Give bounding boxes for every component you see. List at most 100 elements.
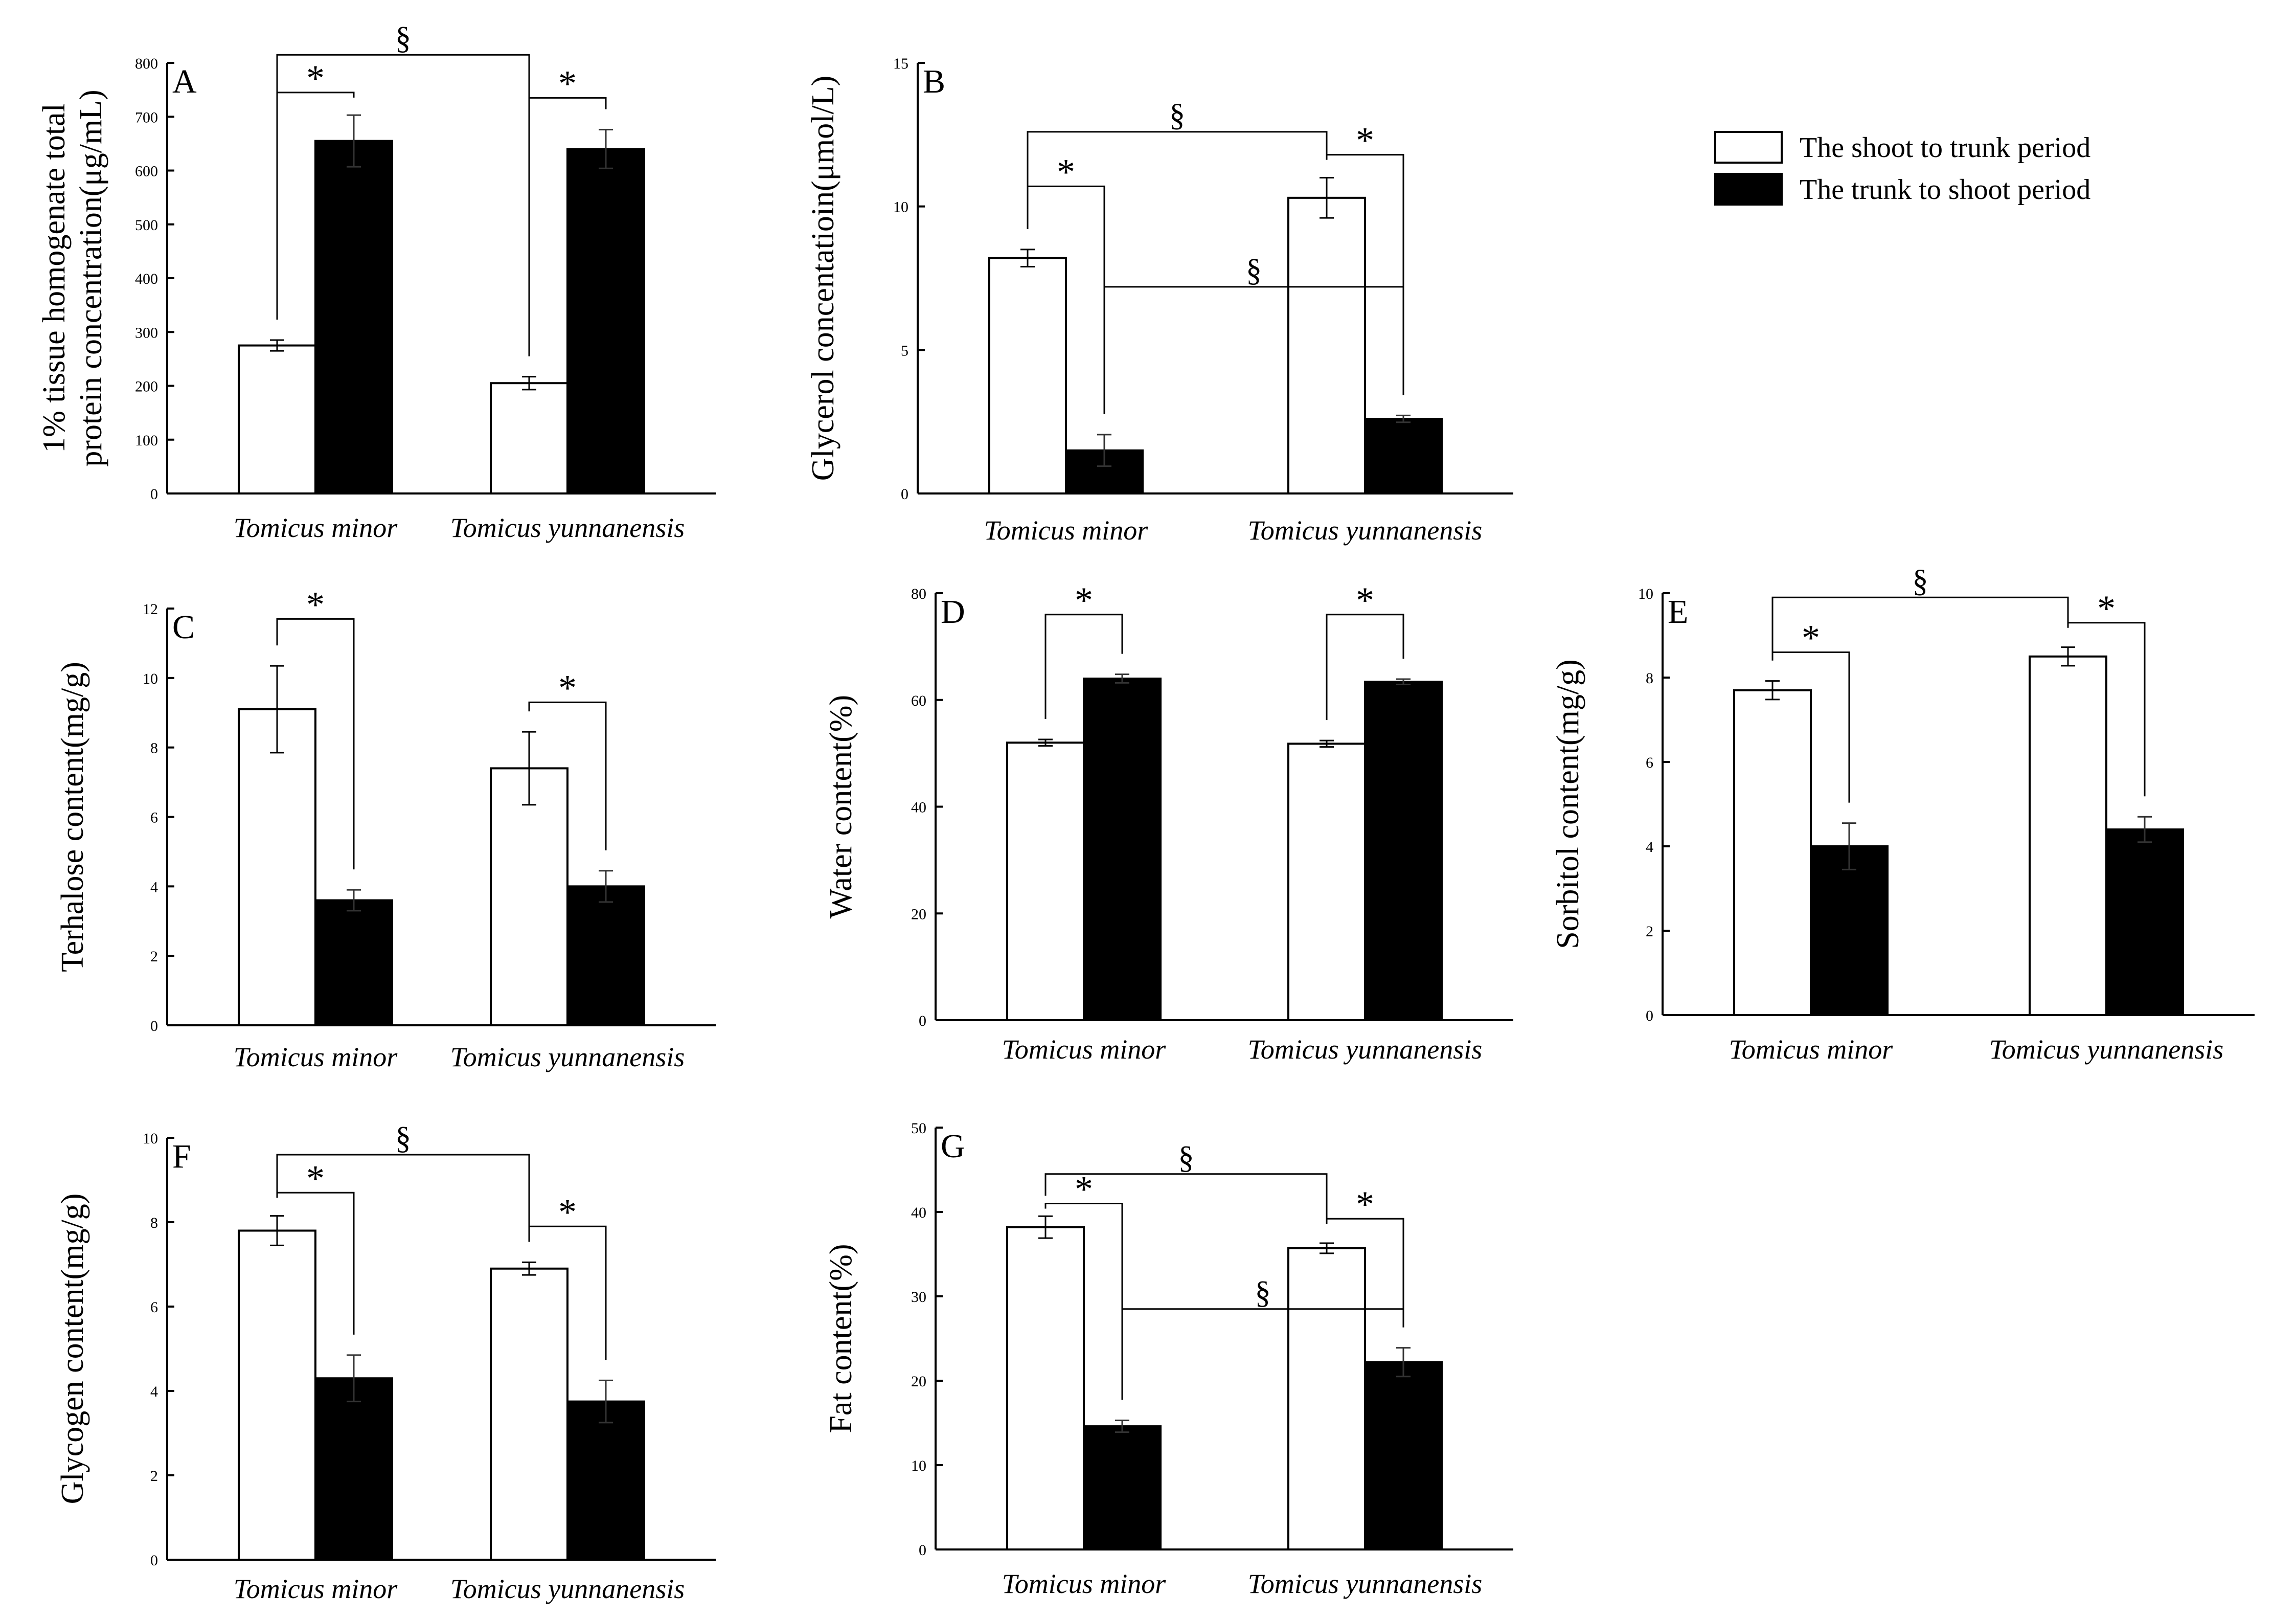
y-tick-label-f: 6 <box>150 1299 158 1316</box>
legend-swatch-shoot-to-trunk <box>1714 131 1783 164</box>
y-axis-title-c: Terhalose content(mg/g) <box>55 662 90 972</box>
y-tick-label-a: 700 <box>135 109 158 126</box>
significance-star-a: * <box>558 63 577 104</box>
bar-g-shoot-to-trunk <box>1287 1247 1366 1550</box>
panel-f: 0 2 4 6 8 10 F Glycogen content(mg/g) Tomicus mi… <box>55 1121 716 1604</box>
panel-e: 0 2 4 6 8 10 E Sorbitol content(mg/g) Tomicus mi… <box>1551 564 2255 1065</box>
category-label-b: Tomicus minor <box>984 515 1149 546</box>
significance-star-c: * <box>558 667 577 708</box>
y-tick-label-a: 600 <box>135 163 158 180</box>
panel-letter-a: A <box>172 63 197 100</box>
panel-b: 0 5 10 15 B Glycerol concentatioin(μmol/L) Tom… <box>806 55 1513 546</box>
y-tick-label-c: 12 <box>143 601 158 618</box>
bar-d-trunk-to-shoot <box>1083 678 1162 1021</box>
bar-d-shoot-to-trunk <box>1287 743 1366 1021</box>
bar-a-trunk-to-shoot <box>314 140 393 495</box>
y-tick-label-g: 20 <box>911 1373 926 1390</box>
significance-star-g: * <box>1356 1184 1374 1225</box>
y-tick-label-e: 2 <box>1646 923 1653 940</box>
bar-d-shoot-to-trunk <box>1006 741 1085 1021</box>
significance-bracket-g <box>1121 1308 1404 1400</box>
category-label-e: Tomicus yunnanensis <box>1989 1034 2224 1065</box>
y-tick-label-g: 0 <box>919 1542 926 1559</box>
panel-letter-b: B <box>923 63 945 100</box>
y-tick-label-d: 0 <box>919 1013 926 1029</box>
significance-star-e: * <box>2097 588 2116 629</box>
significance-bracket-e <box>1771 596 2069 661</box>
category-label-c: Tomicus yunnanensis <box>450 1042 685 1072</box>
significance-star-d: * <box>1356 580 1374 621</box>
significance-section-b: § <box>1169 98 1185 133</box>
y-tick-label-e: 0 <box>1646 1007 1653 1024</box>
significance-section-g: § <box>1255 1275 1271 1310</box>
y-tick-label-c: 8 <box>150 740 158 757</box>
bar-d-trunk-to-shoot <box>1364 681 1443 1021</box>
bar-b-shoot-to-trunk <box>1287 196 1366 495</box>
significance-section-b: § <box>1246 253 1262 288</box>
y-tick-label-f: 8 <box>150 1215 158 1231</box>
significance-section-f: § <box>395 1121 411 1156</box>
y-tick-label-b: 5 <box>901 342 908 359</box>
y-tick-label-f: 4 <box>150 1383 158 1400</box>
bar-c-trunk-to-shoot <box>566 885 645 1027</box>
bar-g-trunk-to-shoot <box>1364 1361 1443 1550</box>
y-tick-label-d: 20 <box>911 906 926 923</box>
panel-letter-e: E <box>1668 593 1688 631</box>
significance-star-d: * <box>1075 580 1093 621</box>
legend-label-shoot-to-trunk: The shoot to trunk period <box>1800 132 2090 164</box>
bar-g-trunk-to-shoot <box>1083 1425 1162 1551</box>
significance-bracket-f <box>276 1154 530 1242</box>
category-label-c: Tomicus minor <box>234 1042 398 1072</box>
panel-letter-f: F <box>172 1138 191 1175</box>
y-tick-label-d: 80 <box>911 586 926 602</box>
significance-bracket-b <box>1326 154 1404 395</box>
category-label-a: Tomicus yunnanensis <box>450 512 685 543</box>
category-label-d: Tomicus minor <box>1002 1034 1167 1065</box>
y-tick-label-c: 4 <box>150 879 158 895</box>
y-tick-label-e: 8 <box>1646 670 1653 687</box>
panel-letter-d: D <box>941 593 965 631</box>
y-tick-label-f: 0 <box>150 1552 158 1569</box>
category-label-f: Tomicus yunnanensis <box>450 1574 685 1604</box>
significance-bracket-g <box>1044 1203 1123 1400</box>
y-tick-label-b: 15 <box>893 55 908 72</box>
significance-bracket-a <box>276 54 530 356</box>
significance-star-g: * <box>1075 1169 1093 1210</box>
panel-d: 0 20 40 60 80 D Water content(%) Tomicus minor T… <box>824 580 1513 1065</box>
significance-section-e: § <box>1913 564 1928 598</box>
y-tick-label-a: 0 <box>150 486 158 503</box>
legend: The shoot to trunk period The trunk to s… <box>1714 131 2090 206</box>
category-label-a: Tomicus minor <box>234 512 398 543</box>
y-tick-label-f: 2 <box>150 1468 158 1485</box>
y-tick-label-g: 50 <box>911 1120 926 1137</box>
bar-f-shoot-to-trunk <box>238 1229 316 1561</box>
bar-b-shoot-to-trunk <box>988 257 1067 495</box>
y-axis-title-d: Water content(%) <box>824 695 858 918</box>
y-axis-title-e: Sorbitol content(mg/g) <box>1551 659 1585 949</box>
y-axis-title-a: 1% tissue homogenate total <box>37 103 72 453</box>
y-tick-label-g: 30 <box>911 1289 926 1306</box>
significance-star-b: * <box>1356 120 1374 161</box>
y-tick-label-e: 10 <box>1638 586 1653 602</box>
y-tick-label-d: 40 <box>911 799 926 816</box>
bar-f-trunk-to-shoot <box>566 1400 645 1561</box>
bar-a-shoot-to-trunk <box>490 382 569 495</box>
y-tick-label-g: 10 <box>911 1457 926 1474</box>
y-tick-label-c: 2 <box>150 948 158 965</box>
panel-g: 0 10 20 30 40 50 G Fat content(%) Tomicus minor T… <box>824 1120 1513 1599</box>
bar-b-trunk-to-shoot <box>1364 418 1443 495</box>
legend-label-trunk-to-shoot: The trunk to shoot period <box>1800 174 2090 206</box>
significance-bracket-b <box>1103 286 1404 414</box>
panel-letter-g: G <box>941 1128 965 1165</box>
panel-a: 0 100 200 300 400 500 600 700 800 A 1% tissue homo… <box>37 21 716 543</box>
significance-bracket-b <box>1027 131 1328 229</box>
bar-c-shoot-to-trunk <box>238 708 316 1027</box>
significance-bracket-d <box>1326 614 1404 721</box>
y-tick-label-a: 100 <box>135 432 158 449</box>
y-tick-label-e: 6 <box>1646 754 1653 771</box>
y-tick-label-a: 800 <box>135 55 158 72</box>
significance-star-e: * <box>1802 618 1820 659</box>
y-tick-label-a: 200 <box>135 378 158 395</box>
